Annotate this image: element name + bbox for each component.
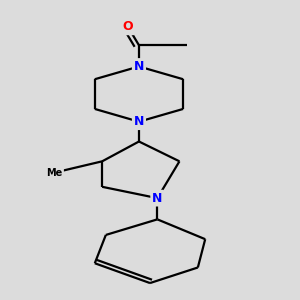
Text: N: N xyxy=(134,115,144,128)
Text: N: N xyxy=(134,60,144,73)
Text: N: N xyxy=(152,192,163,205)
Text: Me: Me xyxy=(46,168,62,178)
Text: O: O xyxy=(123,20,133,33)
